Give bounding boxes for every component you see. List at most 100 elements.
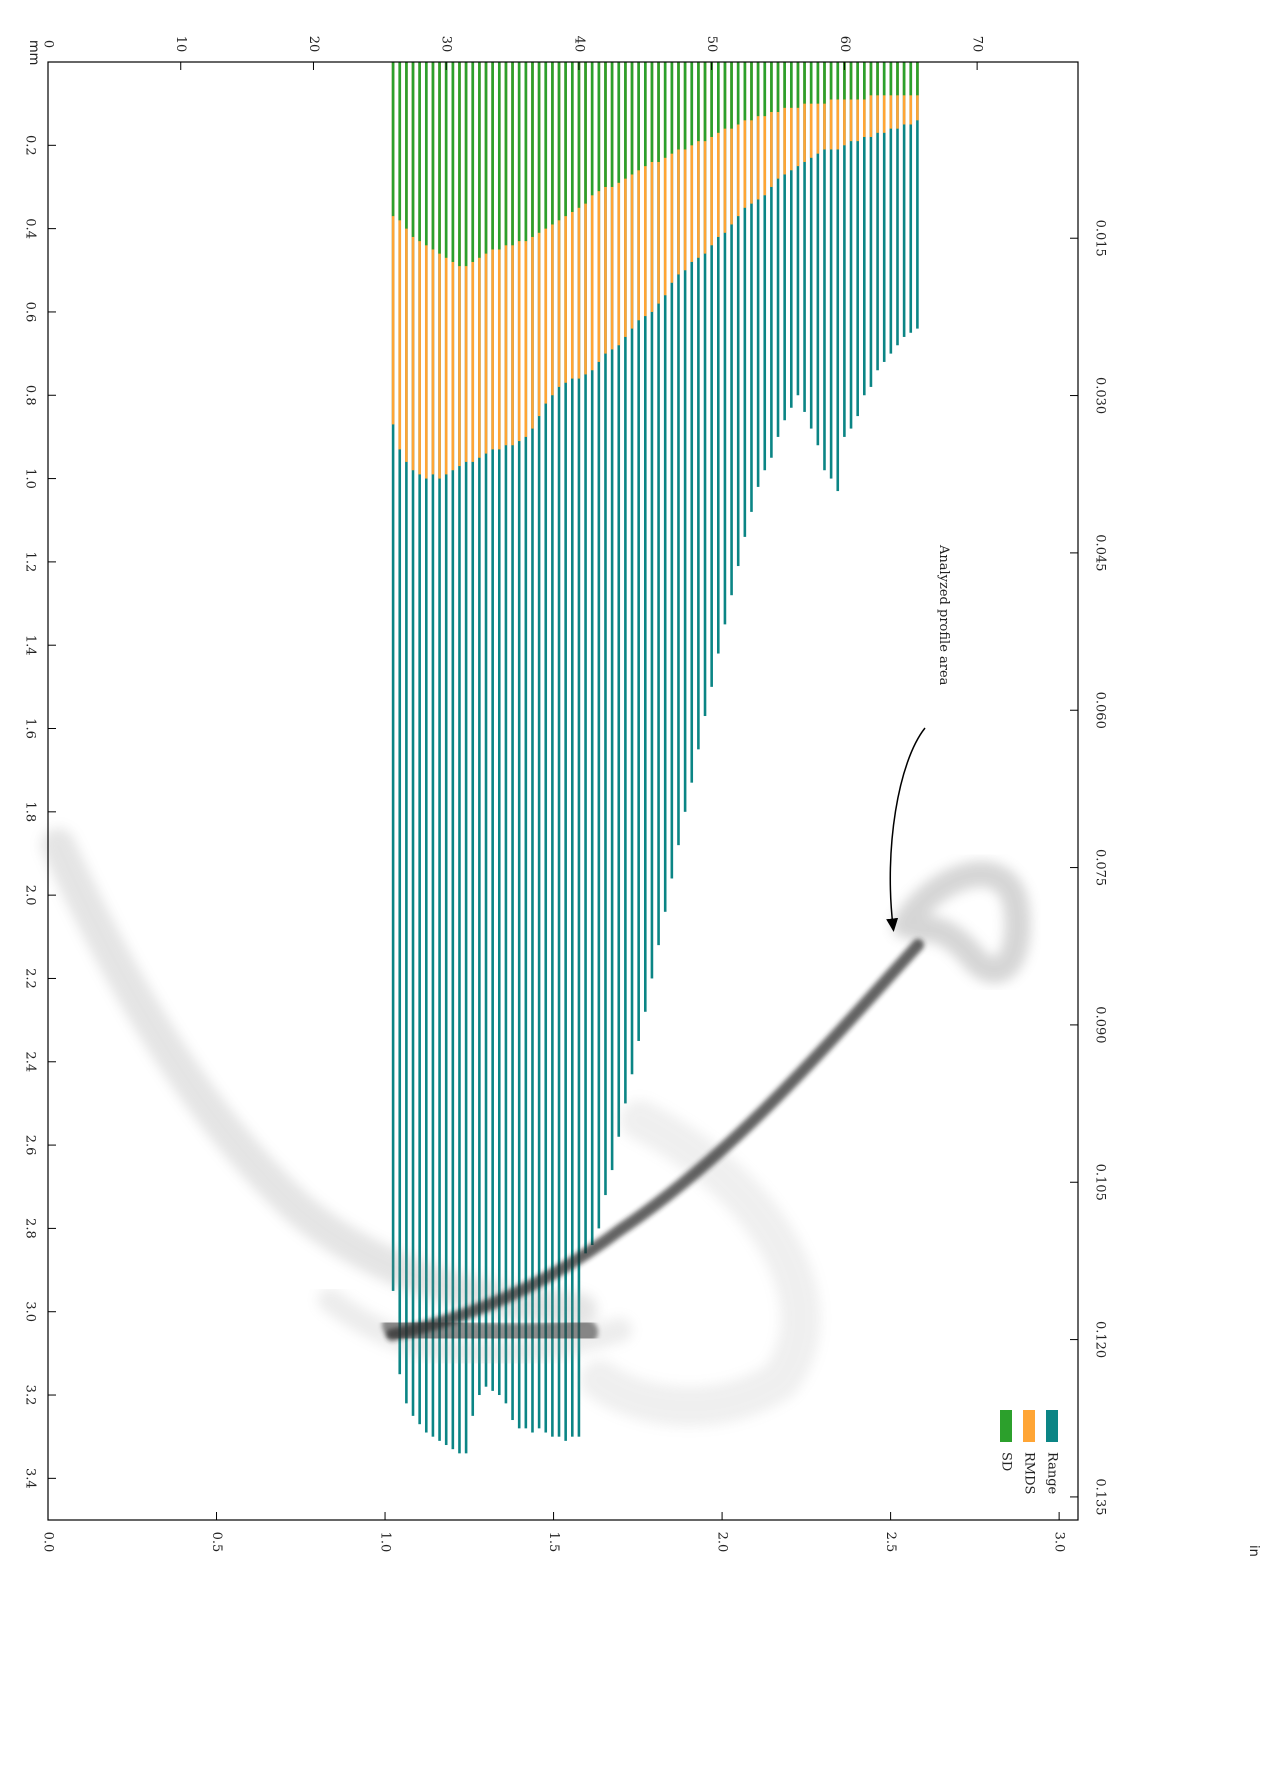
bar [670,62,674,154]
bar [557,62,561,387]
bar [889,62,893,96]
bar [909,62,913,333]
bar [829,62,833,479]
bar [750,62,753,204]
bar [590,62,594,196]
bar [411,62,415,237]
bar [770,62,773,112]
bar [524,62,528,1429]
bar [597,62,601,192]
bar [564,62,567,1441]
y-tick-label: 2.8 [23,1218,38,1239]
bar [458,62,461,1454]
specimen-image [41,828,1031,1427]
bar [517,62,521,442]
y-tick-label: 0.8 [23,385,38,406]
bar [424,62,428,246]
bar [736,62,740,567]
bar [570,62,574,1437]
bar [650,62,654,312]
bar [524,62,528,242]
bar [478,62,481,1396]
bar [723,62,727,625]
bar [431,62,435,475]
bar [750,62,753,512]
bar [537,62,541,417]
bar [756,62,760,200]
bar [491,62,494,1391]
bar [809,62,813,429]
y-tick-label: 0.6 [23,302,38,323]
bar [663,62,667,158]
bar [783,62,786,175]
bar [909,62,913,96]
bar [411,62,415,471]
x2-tick-label: 0.0 [41,1532,56,1553]
bar [451,62,455,262]
bar [438,62,441,254]
bar [670,62,674,283]
legend-swatch [1000,1410,1012,1442]
bar [823,62,826,104]
bar [697,62,700,142]
bar [584,62,587,204]
bar [876,62,879,96]
bar [657,62,660,304]
bar [551,62,554,1437]
bar [882,62,886,96]
bar [750,62,753,121]
y2-tick-label: 0.060 [1093,692,1108,729]
bar [418,62,421,1425]
bar [444,62,448,475]
bar [650,62,654,979]
bar [617,62,621,183]
bar [683,62,687,812]
bar [391,62,395,217]
bar [796,62,800,396]
bar [789,62,793,408]
specimen-arc [41,828,597,1327]
bar [882,62,886,133]
bar [577,62,581,208]
bar [889,62,893,354]
bar [511,62,514,246]
y2-tick-label: 0.075 [1093,849,1108,886]
bar [876,62,879,133]
bar [756,62,760,487]
bar [398,62,402,1375]
legend-swatch [1023,1410,1035,1442]
bar [796,62,800,108]
bar [783,62,786,108]
bar [816,62,820,154]
x-tick-label: 40 [571,36,586,53]
bar [783,62,786,421]
bar [730,62,733,225]
bar [544,62,548,404]
bar [391,62,395,1291]
y-tick-label: 1.2 [23,552,38,573]
bar [531,62,534,429]
bar [458,62,461,267]
bar [677,62,680,150]
bar [484,62,488,454]
specimen-dense [382,1312,598,1349]
y2-tick-label: 0.105 [1093,1164,1108,1201]
bar [916,62,919,329]
bar [577,62,581,379]
bar [690,62,694,262]
bar [604,62,607,354]
bar [531,62,534,1433]
y-tick-label: 1.8 [23,801,38,822]
bar [398,62,402,450]
bar [524,62,528,437]
bar [398,62,402,221]
bar [391,62,395,425]
bar [411,62,415,1416]
y-tick-label: 1.6 [23,718,38,739]
bar [902,62,906,337]
bar [836,62,840,150]
bar [471,62,475,1416]
bar [730,62,733,129]
